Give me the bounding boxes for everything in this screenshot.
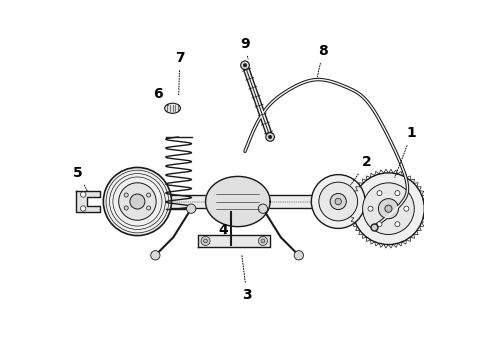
Circle shape bbox=[151, 251, 160, 260]
Circle shape bbox=[330, 193, 346, 210]
Text: 6: 6 bbox=[153, 87, 169, 106]
Circle shape bbox=[201, 237, 210, 246]
Circle shape bbox=[187, 204, 196, 213]
Text: 8: 8 bbox=[318, 44, 328, 77]
Circle shape bbox=[124, 206, 128, 210]
Circle shape bbox=[395, 191, 400, 196]
Circle shape bbox=[353, 173, 424, 244]
Text: 2: 2 bbox=[351, 155, 372, 185]
Circle shape bbox=[269, 135, 272, 139]
Circle shape bbox=[147, 193, 150, 197]
Circle shape bbox=[119, 183, 156, 220]
Ellipse shape bbox=[165, 103, 180, 113]
Circle shape bbox=[204, 239, 207, 243]
Circle shape bbox=[266, 133, 274, 141]
Text: 1: 1 bbox=[395, 126, 416, 177]
Circle shape bbox=[261, 239, 265, 243]
Circle shape bbox=[258, 204, 268, 213]
Circle shape bbox=[377, 222, 382, 227]
Circle shape bbox=[103, 167, 172, 235]
Circle shape bbox=[335, 198, 342, 205]
Text: 4: 4 bbox=[219, 223, 228, 237]
Circle shape bbox=[395, 222, 400, 227]
Circle shape bbox=[124, 193, 128, 197]
Circle shape bbox=[311, 175, 365, 228]
Circle shape bbox=[130, 194, 145, 209]
Circle shape bbox=[80, 192, 86, 197]
Circle shape bbox=[258, 237, 268, 246]
Text: 5: 5 bbox=[74, 166, 88, 192]
Circle shape bbox=[147, 206, 150, 210]
Polygon shape bbox=[206, 176, 270, 226]
Circle shape bbox=[294, 251, 303, 260]
Circle shape bbox=[385, 205, 392, 212]
Text: 3: 3 bbox=[242, 255, 251, 302]
Circle shape bbox=[377, 191, 382, 196]
Circle shape bbox=[243, 63, 247, 67]
Circle shape bbox=[241, 61, 249, 69]
Circle shape bbox=[378, 199, 398, 219]
Circle shape bbox=[404, 206, 409, 211]
Bar bbox=[120, 195, 360, 208]
Polygon shape bbox=[198, 234, 270, 247]
Circle shape bbox=[319, 182, 358, 221]
Circle shape bbox=[80, 206, 86, 211]
Circle shape bbox=[363, 183, 414, 234]
Polygon shape bbox=[76, 191, 100, 212]
Text: 9: 9 bbox=[240, 37, 250, 59]
Text: 7: 7 bbox=[175, 51, 185, 95]
Circle shape bbox=[368, 206, 373, 211]
